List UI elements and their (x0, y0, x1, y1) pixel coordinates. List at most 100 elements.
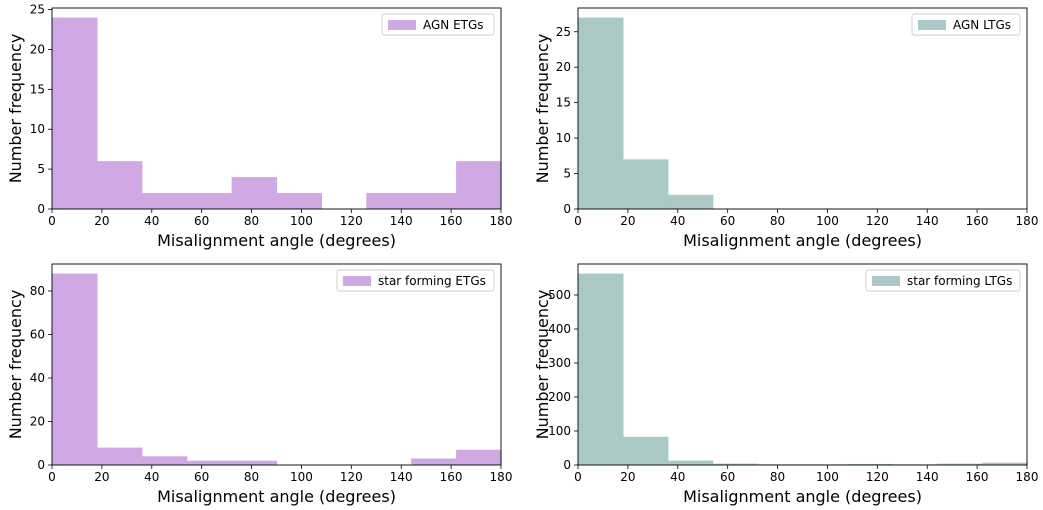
y-tick-label: 5 (563, 167, 571, 181)
legend-swatch (388, 20, 416, 30)
histogram-bar (622, 436, 669, 465)
plot-frame (51, 263, 502, 466)
y-tick-label: 60 (30, 327, 45, 341)
x-tick-label: 60 (194, 214, 209, 228)
histogram-bar (52, 273, 98, 465)
histogram-bar (982, 462, 1028, 465)
y-tick-label: 0 (37, 202, 45, 216)
y-tick-label: 200 (548, 390, 571, 404)
x-tick-label: 40 (670, 470, 685, 484)
x-tick-label: 40 (144, 214, 159, 228)
legend-swatch (343, 276, 371, 286)
x-tick-label: 140 (916, 214, 939, 228)
x-tick-label: 120 (866, 470, 889, 484)
y-tick-label: 40 (30, 371, 45, 385)
x-tick-label: 0 (574, 470, 582, 484)
histogram-bar (96, 161, 143, 209)
x-tick-label: 20 (94, 214, 109, 228)
histogram-bar (622, 159, 669, 209)
legend: star forming ETGs (336, 269, 495, 292)
x-tick-label: 80 (770, 470, 785, 484)
y-tick-label: 300 (548, 356, 571, 370)
y-tick-label: 80 (30, 284, 45, 298)
histogram-bar (578, 273, 624, 465)
histogram-bar (667, 460, 714, 465)
x-tick-label: 60 (194, 470, 209, 484)
legend: star forming LTGs (865, 269, 1021, 292)
plot-frame (51, 7, 502, 210)
plot-frame (577, 263, 1028, 466)
y-tick-label: 5 (37, 162, 45, 176)
legend-label: AGN LTGs (953, 18, 1011, 32)
histogram-bar (667, 194, 714, 209)
x-tick-label: 160 (966, 470, 989, 484)
y-tick-label: 20 (30, 42, 45, 56)
x-tick-label: 60 (720, 214, 735, 228)
y-tick-label: 25 (30, 3, 45, 17)
x-axis-label: Misalignment angle (degrees) (683, 487, 922, 506)
histogram-bar (712, 463, 759, 465)
histogram-bar (141, 456, 188, 465)
panel-agn-etgs: 0 20 40 60 80 100 120 140 160 180 0 5 10 15 20 25 Misali… (6, 3, 512, 250)
y-tick-label: 15 (556, 96, 571, 110)
x-tick-label: 160 (966, 214, 989, 228)
y-tick-label: 0 (563, 458, 571, 472)
x-tick-label: 160 (440, 470, 463, 484)
x-axis-label: Misalignment angle (degrees) (157, 487, 396, 506)
x-tick-label: 100 (816, 214, 839, 228)
histogram-bar (456, 449, 502, 465)
histogram-bar (96, 447, 143, 465)
x-tick-label: 20 (94, 470, 109, 484)
x-tick-label: 140 (916, 470, 939, 484)
legend-label: star forming ETGs (378, 274, 486, 288)
legend-label: star forming LTGs (907, 274, 1012, 288)
y-axis-label: Number frequency (533, 290, 552, 440)
y-tick-label: 400 (548, 322, 571, 336)
histogram-bar (231, 177, 278, 209)
histogram-bar (937, 463, 983, 465)
panel-star-forming-ltgs: 0 20 40 60 80 100 120 140 160 180 0 100 200 300 400 500… (533, 263, 1038, 506)
x-tick-label: 0 (574, 214, 582, 228)
histogram-bar (411, 193, 457, 209)
x-tick-label: 20 (620, 214, 635, 228)
y-tick-label: 10 (556, 131, 571, 145)
y-tick-label: 20 (556, 60, 571, 74)
x-tick-label: 100 (290, 214, 313, 228)
legend-swatch (872, 276, 900, 286)
legend-box (865, 269, 1021, 292)
histogram-bar (411, 458, 457, 465)
histogram-bar (366, 193, 412, 209)
panel-star-forming-etgs: 0 20 40 60 80 100 120 140 160 180 0 20 40 60 80 Misalig… (6, 263, 512, 506)
y-tick-label: 20 (30, 414, 45, 428)
legend-box (336, 269, 495, 292)
y-axis-label: Number frequency (6, 290, 25, 440)
x-tick-label: 120 (866, 214, 889, 228)
x-tick-label: 80 (244, 214, 259, 228)
legend: AGN ETGs (381, 13, 495, 36)
plot-frame (577, 7, 1028, 210)
histogram-bar (456, 161, 502, 209)
y-tick-label: 25 (556, 25, 571, 39)
histogram-bar (847, 463, 893, 465)
histogram-bar (276, 193, 322, 209)
x-tick-label: 20 (620, 470, 635, 484)
legend: AGN LTGs (911, 13, 1021, 36)
x-tick-label: 100 (290, 470, 313, 484)
panel-agn-ltgs: 0 20 40 60 80 100 120 140 160 180 0 5 10 15 20 25 Misali… (533, 7, 1039, 250)
histogram-bar (578, 17, 624, 210)
x-tick-label: 160 (440, 214, 463, 228)
legend-label: AGN ETGs (423, 18, 484, 32)
x-tick-label: 60 (720, 470, 735, 484)
histogram-bar (52, 17, 98, 210)
x-tick-label: 140 (390, 470, 413, 484)
histogram-bar (231, 460, 278, 465)
x-tick-label: 180 (1016, 214, 1039, 228)
x-tick-label: 120 (340, 214, 363, 228)
x-tick-label: 0 (48, 470, 56, 484)
x-tick-label: 0 (48, 214, 56, 228)
histogram-bar (186, 193, 233, 209)
y-tick-label: 0 (563, 202, 571, 216)
y-tick-label: 100 (548, 424, 571, 438)
y-axis-label: Number frequency (533, 34, 552, 184)
y-tick-label: 0 (37, 458, 45, 472)
